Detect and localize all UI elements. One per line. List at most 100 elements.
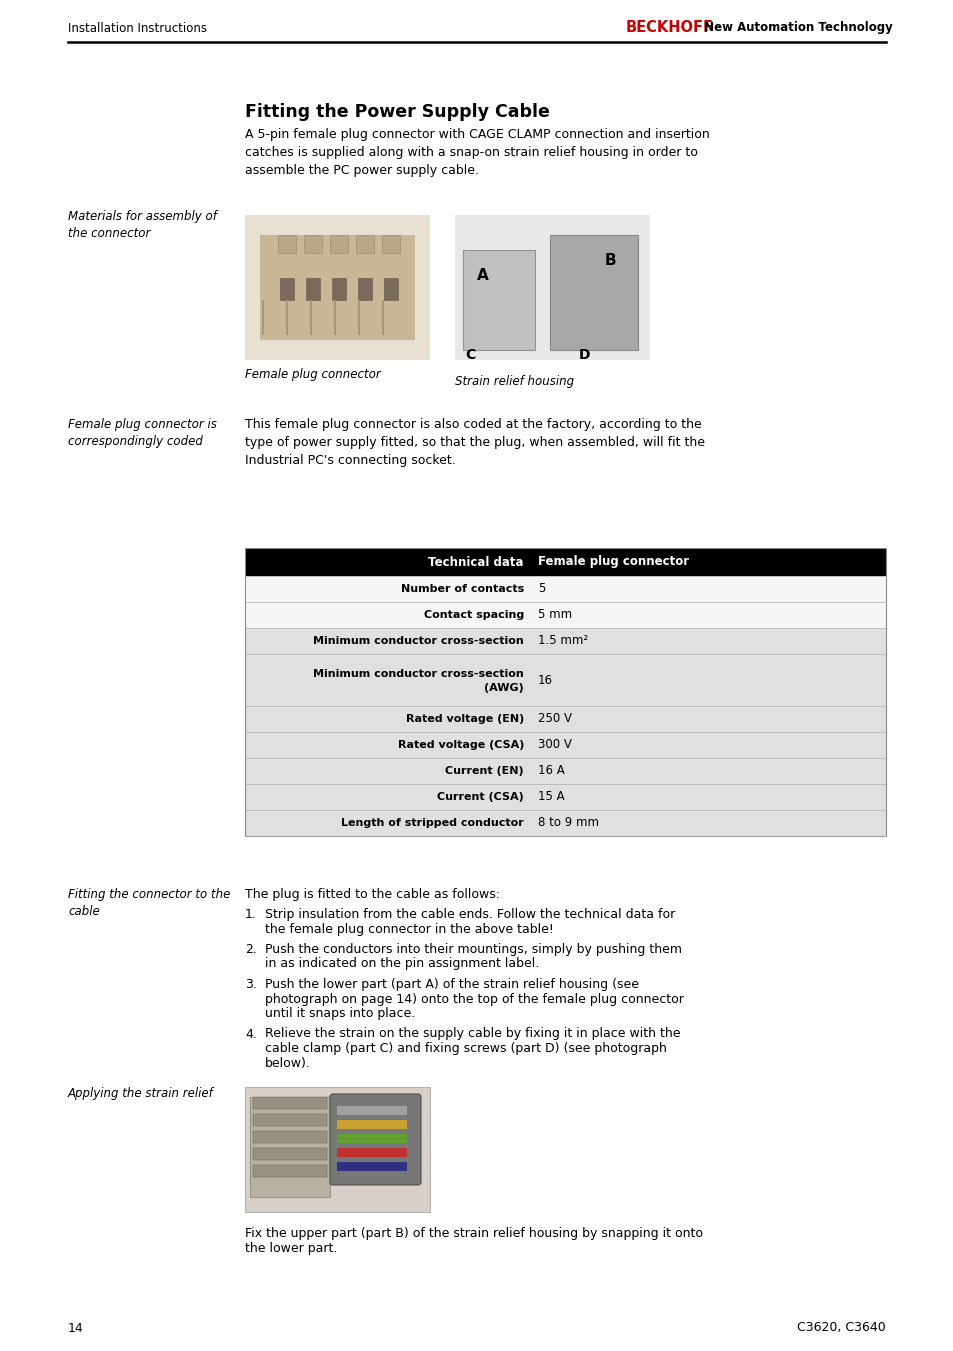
FancyBboxPatch shape xyxy=(336,1120,407,1129)
FancyBboxPatch shape xyxy=(332,278,346,300)
Text: 5 mm: 5 mm xyxy=(537,608,572,621)
FancyBboxPatch shape xyxy=(304,235,322,253)
Text: Push the conductors into their mountings, simply by pushing them: Push the conductors into their mountings… xyxy=(265,943,681,957)
Text: BECKHOFF: BECKHOFF xyxy=(625,20,713,35)
FancyBboxPatch shape xyxy=(245,603,885,628)
Text: Number of contacts: Number of contacts xyxy=(400,584,523,594)
FancyBboxPatch shape xyxy=(336,1162,407,1171)
FancyBboxPatch shape xyxy=(245,549,885,576)
Text: Applying the strain relief: Applying the strain relief xyxy=(68,1088,213,1100)
Text: photograph on page 14) onto the top of the female plug connector: photograph on page 14) onto the top of t… xyxy=(265,993,683,1005)
FancyBboxPatch shape xyxy=(245,576,885,603)
FancyBboxPatch shape xyxy=(245,707,885,732)
Text: Fix the upper part (part B) of the strain relief housing by snapping it onto: Fix the upper part (part B) of the strai… xyxy=(245,1227,702,1240)
Text: cable clamp (part C) and fixing screws (part D) (see photograph: cable clamp (part C) and fixing screws (… xyxy=(265,1042,666,1055)
FancyBboxPatch shape xyxy=(381,235,399,253)
FancyBboxPatch shape xyxy=(357,300,359,335)
Text: until it snaps into place.: until it snaps into place. xyxy=(265,1006,415,1020)
Text: C: C xyxy=(464,349,475,362)
Text: Rated voltage (CSA): Rated voltage (CSA) xyxy=(397,740,523,750)
Text: A 5-pin female plug connector with CAGE CLAMP connection and insertion
catches i: A 5-pin female plug connector with CAGE … xyxy=(245,128,709,177)
Text: the female plug connector in the above table!: the female plug connector in the above t… xyxy=(265,923,554,935)
FancyBboxPatch shape xyxy=(245,758,885,784)
FancyBboxPatch shape xyxy=(245,811,885,836)
Text: 3.: 3. xyxy=(245,978,256,992)
FancyBboxPatch shape xyxy=(253,1097,327,1109)
FancyBboxPatch shape xyxy=(355,235,374,253)
Text: Installation Instructions: Installation Instructions xyxy=(68,22,207,35)
Text: A: A xyxy=(476,267,488,282)
FancyBboxPatch shape xyxy=(310,300,312,335)
FancyBboxPatch shape xyxy=(384,278,397,300)
Text: Materials for assembly of
the connector: Materials for assembly of the connector xyxy=(68,209,216,240)
Text: 1.: 1. xyxy=(245,908,256,921)
Text: Female plug connector: Female plug connector xyxy=(245,367,380,381)
Text: Contact spacing: Contact spacing xyxy=(423,611,523,620)
Text: 8 to 9 mm: 8 to 9 mm xyxy=(537,816,598,830)
FancyBboxPatch shape xyxy=(253,1115,327,1125)
Text: below).: below). xyxy=(265,1056,311,1070)
FancyBboxPatch shape xyxy=(245,784,885,811)
Text: 4.: 4. xyxy=(245,1028,256,1040)
Text: C3620, C3640: C3620, C3640 xyxy=(797,1321,885,1335)
FancyBboxPatch shape xyxy=(330,235,348,253)
FancyBboxPatch shape xyxy=(336,1148,407,1156)
FancyBboxPatch shape xyxy=(334,300,335,335)
Text: 5: 5 xyxy=(537,582,545,596)
Text: Female plug connector: Female plug connector xyxy=(537,555,688,569)
Text: in as indicated on the pin assignment label.: in as indicated on the pin assignment la… xyxy=(265,958,538,970)
Text: Minimum conductor cross-section: Minimum conductor cross-section xyxy=(313,669,523,680)
Text: 300 V: 300 V xyxy=(537,739,571,751)
FancyBboxPatch shape xyxy=(455,215,649,359)
Text: Relieve the strain on the supply cable by fixing it in place with the: Relieve the strain on the supply cable b… xyxy=(265,1028,679,1040)
Text: Push the lower part (part A) of the strain relief housing (see: Push the lower part (part A) of the stra… xyxy=(265,978,639,992)
Text: 15 A: 15 A xyxy=(537,790,564,804)
FancyBboxPatch shape xyxy=(245,628,885,654)
FancyBboxPatch shape xyxy=(253,1148,327,1161)
Text: Length of stripped conductor: Length of stripped conductor xyxy=(341,817,523,828)
Text: (AWG): (AWG) xyxy=(484,684,523,693)
FancyBboxPatch shape xyxy=(286,300,288,335)
FancyBboxPatch shape xyxy=(245,215,430,359)
FancyBboxPatch shape xyxy=(245,1088,430,1212)
FancyBboxPatch shape xyxy=(250,1097,330,1197)
Text: The plug is fitted to the cable as follows:: The plug is fitted to the cable as follo… xyxy=(245,888,499,901)
Text: Current (EN): Current (EN) xyxy=(445,766,523,775)
Text: B: B xyxy=(603,253,616,267)
FancyBboxPatch shape xyxy=(245,732,885,758)
FancyBboxPatch shape xyxy=(280,278,294,300)
Text: the lower part.: the lower part. xyxy=(245,1242,337,1255)
Text: 16 A: 16 A xyxy=(537,765,564,777)
Text: Technical data: Technical data xyxy=(428,555,523,569)
FancyBboxPatch shape xyxy=(550,235,638,350)
Text: D: D xyxy=(578,349,590,362)
FancyBboxPatch shape xyxy=(306,278,319,300)
Text: Fitting the connector to the
cable: Fitting the connector to the cable xyxy=(68,888,230,917)
FancyBboxPatch shape xyxy=(462,250,535,350)
FancyBboxPatch shape xyxy=(262,300,264,335)
FancyBboxPatch shape xyxy=(381,300,384,335)
Text: Strain relief housing: Strain relief housing xyxy=(455,376,574,388)
Text: This female plug connector is also coded at the factory, according to the
type o: This female plug connector is also coded… xyxy=(245,417,704,467)
Text: 16: 16 xyxy=(537,674,553,686)
FancyBboxPatch shape xyxy=(253,1165,327,1177)
FancyBboxPatch shape xyxy=(260,235,415,340)
Text: Minimum conductor cross-section: Minimum conductor cross-section xyxy=(313,636,523,646)
Text: 14: 14 xyxy=(68,1321,84,1335)
FancyBboxPatch shape xyxy=(277,235,295,253)
Text: New Automation Technology: New Automation Technology xyxy=(700,22,892,35)
FancyBboxPatch shape xyxy=(357,278,372,300)
FancyBboxPatch shape xyxy=(336,1106,407,1115)
FancyBboxPatch shape xyxy=(253,1131,327,1143)
Text: Strip insulation from the cable ends. Follow the technical data for: Strip insulation from the cable ends. Fo… xyxy=(265,908,675,921)
FancyBboxPatch shape xyxy=(330,1094,420,1185)
Text: 2.: 2. xyxy=(245,943,256,957)
Text: Rated voltage (EN): Rated voltage (EN) xyxy=(405,713,523,724)
Text: 1.5 mm²: 1.5 mm² xyxy=(537,635,587,647)
Text: Current (CSA): Current (CSA) xyxy=(436,792,523,802)
Text: Female plug connector is
correspondingly coded: Female plug connector is correspondingly… xyxy=(68,417,216,449)
FancyBboxPatch shape xyxy=(245,654,885,707)
Text: Fitting the Power Supply Cable: Fitting the Power Supply Cable xyxy=(245,103,549,122)
Text: 250 V: 250 V xyxy=(537,712,572,725)
FancyBboxPatch shape xyxy=(336,1133,407,1143)
